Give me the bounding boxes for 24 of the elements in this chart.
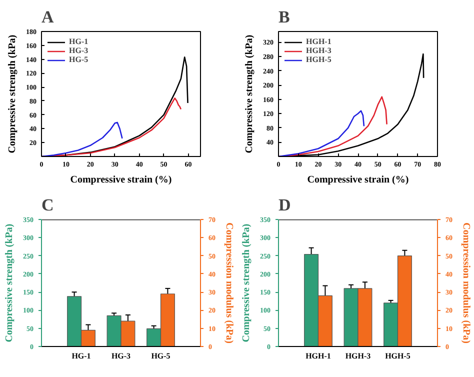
chart-title: C	[42, 196, 54, 214]
chart-title: B	[278, 8, 290, 26]
x-axis-title: Compressive strain (%)	[70, 174, 172, 186]
legend-label: HG-1	[69, 37, 89, 46]
chart-title: A	[42, 8, 54, 26]
y-axis-title: Compressive strength (kPa)	[7, 34, 18, 154]
x-tick-label: HG-5	[151, 352, 170, 360]
x-tick-label: HG-1	[72, 352, 91, 360]
x-tick-label: HGH-3	[345, 352, 371, 360]
y2-axis-title: Compression modulus (kPa)	[224, 222, 234, 344]
y2-axis-title: Compression modulus (kPa)	[460, 222, 472, 344]
x-tick-label: HG-3	[111, 352, 131, 360]
legend-label: HGH-5	[306, 55, 332, 64]
chart-title: D	[278, 196, 291, 214]
x-tick-label: HGH-5	[385, 352, 410, 360]
y-axis-title: Compressive strength (kPa)	[241, 224, 252, 342]
legend-label: HG-5	[69, 55, 89, 64]
x-axis-title: Compressive strain (%)	[307, 174, 409, 186]
legend-label: HGH-1	[306, 37, 332, 46]
legend-label: HGH-3	[306, 46, 332, 55]
y-axis-title: Compressive strength (kPa)	[4, 224, 15, 342]
y-axis-title: Compressive strength (kPa)	[244, 34, 255, 154]
legend-label: HG-3	[69, 46, 89, 55]
x-tick-label: HGH-1	[306, 352, 331, 360]
